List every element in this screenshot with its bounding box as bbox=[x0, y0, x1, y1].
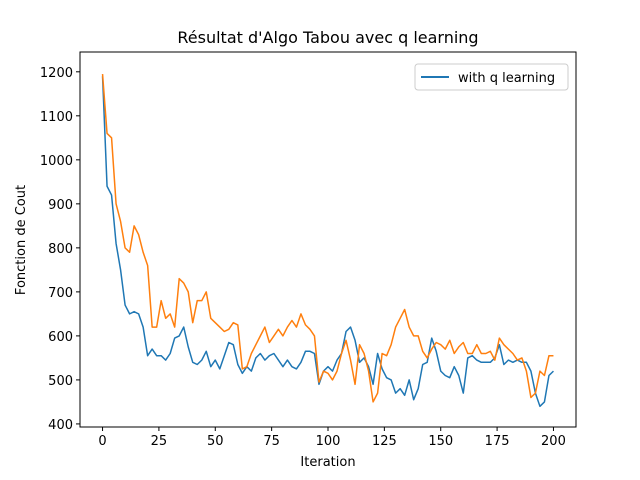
plot-frame bbox=[79, 51, 577, 428]
series-line bbox=[101, 76, 554, 408]
y-tick-label: 600 bbox=[48, 330, 73, 345]
x-tick-label: 50 bbox=[207, 434, 224, 449]
x-tick-label: 125 bbox=[372, 434, 397, 449]
y-tick-label: 900 bbox=[48, 198, 73, 213]
y-axis-label: Fonction de Cout bbox=[14, 185, 29, 295]
y-tick-label: 1000 bbox=[40, 154, 73, 169]
y-tick-label: 700 bbox=[48, 286, 73, 301]
x-tick-label: 200 bbox=[541, 434, 566, 449]
y-tick-label: 500 bbox=[48, 374, 73, 389]
x-tick-label: 100 bbox=[316, 434, 341, 449]
x-tick-label: 75 bbox=[263, 434, 280, 449]
y-tick-label: 1100 bbox=[40, 110, 73, 125]
x-axis-label: Iteration bbox=[300, 455, 355, 470]
x-tick-label: 150 bbox=[428, 434, 453, 449]
x-tick-label: 175 bbox=[485, 434, 510, 449]
x-tick-label: 25 bbox=[151, 434, 168, 449]
legend-label: with q learning bbox=[458, 71, 555, 86]
series-line bbox=[101, 73, 554, 403]
legend-box bbox=[414, 63, 569, 91]
y-tick-label: 800 bbox=[48, 242, 73, 257]
chart-title: Résultat d'Algo Tabou avec q learning bbox=[177, 28, 478, 47]
x-tick-label: 0 bbox=[98, 434, 106, 449]
y-tick-label: 1200 bbox=[40, 66, 73, 81]
y-tick-label: 400 bbox=[48, 418, 73, 433]
